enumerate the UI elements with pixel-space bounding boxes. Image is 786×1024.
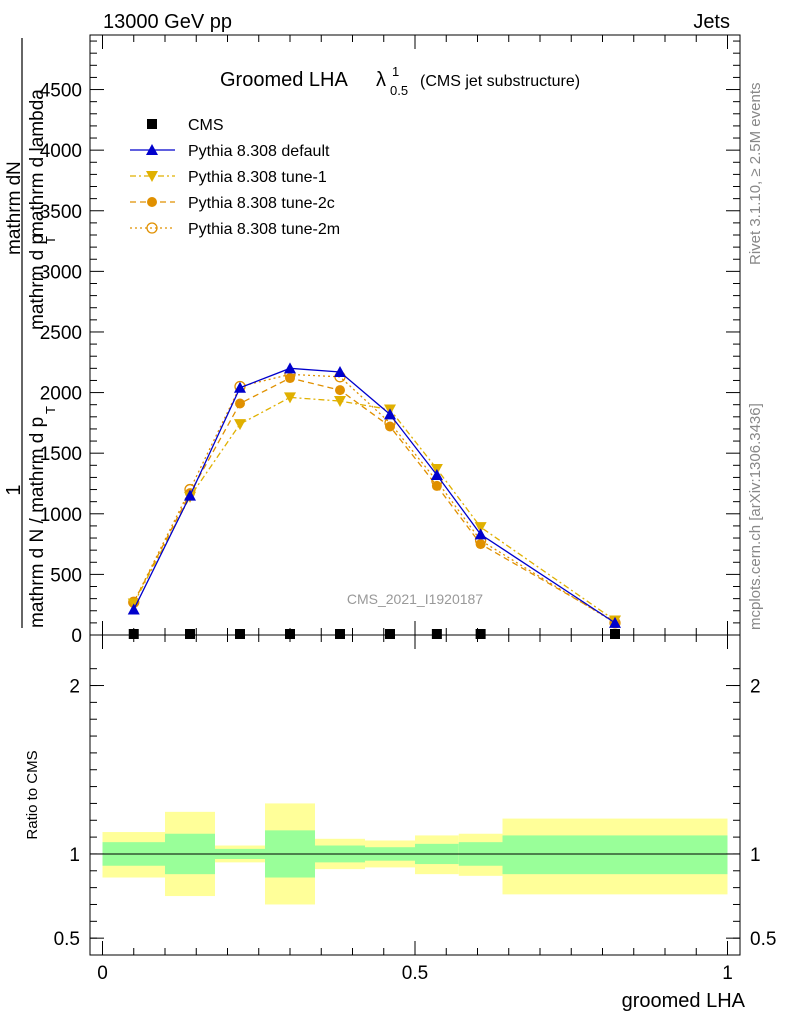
tune2c-marker: [235, 398, 245, 409]
y-label-denominator: mathrm d N / mathrm d p: [27, 417, 48, 628]
y-label-numerator-2b: N: [4, 161, 25, 175]
default-marker: [234, 381, 246, 393]
series-0: [128, 629, 620, 639]
cms-data-point: [431, 629, 442, 639]
cms-data-point: [185, 629, 195, 639]
series-line: [133, 396, 616, 621]
y-label-numerator-2: mathrm d: [4, 175, 25, 255]
cms-data-point: [475, 629, 486, 639]
cms-data-point: [335, 629, 345, 639]
chart-title-main: Groomed LHA: [220, 69, 348, 91]
y-label-one: 1: [3, 484, 25, 495]
y-label-denominator-2c: mathrm d lambda: [27, 89, 48, 237]
ratio-y-label: Ratio to CMS: [24, 750, 41, 839]
series-line: [133, 373, 616, 624]
title-main-text: Groomed LHA: [220, 69, 348, 91]
series-line: [133, 377, 616, 623]
main-y-axis: 0 500 1000 1500 2000 2500 3000 3500 4000 4500: [40, 40, 740, 647]
main-y-tick-label: 3000: [40, 262, 82, 283]
energy-label: 13000 GeV pp: [103, 11, 232, 33]
legend-label: CMS: [188, 117, 224, 134]
tune2c-marker: [475, 539, 486, 550]
main-y-tick-label: 1000: [40, 505, 82, 526]
main-y-tick-label: 3500: [40, 202, 82, 223]
watermark: CMS_2021_I1920187: [347, 591, 483, 607]
ratio-inner-band: [502, 835, 728, 875]
series-1: [127, 362, 621, 628]
default-marker: [384, 408, 396, 420]
chart-title-lambda: λ: [376, 69, 386, 91]
tune2c-marker: [335, 385, 345, 396]
tune1-marker: [146, 171, 158, 182]
main-series: [127, 362, 621, 639]
ratio-x-axis: 0 0.5 1: [97, 635, 733, 984]
legend-label: Pythia 8.308 default: [188, 143, 330, 160]
default-marker: [284, 362, 296, 374]
ratio-y-tick-label-right: 2: [750, 677, 761, 698]
legend-label: Pythia 8.308 tune-1: [188, 169, 327, 186]
ratio-panel: 0.5 0.51 12 2 0 0.5 1 Ratio to CMS groomed LH…: [24, 634, 776, 1012]
cms-data-point: [385, 629, 395, 639]
ratio-y-axis: 0.5 0.5 1 1 2 2: [54, 668, 776, 950]
default-marker: [430, 469, 443, 480]
process-label: Jets: [693, 11, 730, 33]
ratio-y-tick-label-right: 1: [750, 845, 761, 866]
main-y-tick-label: 2500: [40, 323, 82, 344]
legend-label: Pythia 8.308 tune-2c: [188, 195, 335, 212]
series-4: [128, 368, 621, 629]
cms-data-point: [128, 629, 139, 639]
tune1-marker: [284, 392, 296, 404]
chart-title-suffix: (CMS jet substructure): [420, 73, 580, 90]
series-3: [128, 373, 620, 627]
x-axis-label: groomed LHA: [622, 990, 746, 1012]
default-marker: [146, 144, 158, 155]
tune1-marker: [234, 419, 246, 431]
main-panel: 0 500 1000 1500 2000 2500 3000 3500 4000 4500 CMS…: [40, 34, 741, 647]
ratio-x-tick-label: 0: [97, 963, 108, 984]
cms-data-point: [235, 629, 245, 639]
ratio-bands: [102, 803, 728, 905]
ratio-frame: [89, 634, 741, 956]
tune2c-marker: [431, 480, 442, 491]
ratio-y-tick-label: 0.5: [54, 929, 80, 950]
tune1-marker: [474, 522, 487, 534]
tune2m-marker: [146, 222, 158, 234]
ratio-y-tick-label: 2: [69, 677, 80, 698]
rivet-label: Rivet 3.1.10, ≥ 2.5M events: [747, 83, 764, 266]
chart-title: Groomed LHA λ 1 0.5 (CMS jet substructur…: [220, 64, 580, 98]
default-marker: [474, 528, 487, 540]
main-y-tick-label: 500: [50, 565, 82, 586]
main-y-label: 1 mathrm d N / mathrm d p T mathrm d N m…: [3, 38, 58, 628]
chart-title-sub: 0.5: [390, 83, 408, 98]
tune2c-marker: [285, 373, 295, 384]
main-y-tick-label: 1500: [40, 444, 82, 465]
legend-label: Pythia 8.308 tune-2m: [188, 221, 340, 238]
cms-data-point: [285, 629, 295, 639]
default-marker: [127, 603, 140, 615]
chart-title-sup: 1: [392, 64, 399, 79]
default-marker: [609, 616, 621, 628]
ratio-y-tick-label-right: 0.5: [750, 929, 776, 950]
series-2: [127, 392, 621, 627]
main-y-tick-label: 4000: [40, 141, 82, 162]
main-y-tick-label: 2000: [40, 384, 82, 405]
default-marker: [184, 489, 196, 501]
cms-data-point: [610, 629, 620, 639]
y-label-denominator-2: mathrm d p: [27, 234, 48, 330]
legend: CMS Pythia 8.308 default Pythia 8.308 tune…: [130, 117, 340, 238]
tune2c-marker: [147, 197, 157, 207]
default-marker: [334, 365, 346, 377]
main-y-tick-label: 0: [71, 626, 82, 647]
tune2c-marker: [385, 421, 395, 432]
ratio-y-tick-label: 1: [69, 845, 80, 866]
mcplots-label: mcplots.cern.ch [arXiv:1306.3436]: [747, 403, 764, 630]
tune1-marker: [334, 396, 346, 408]
ratio-x-tick-label: 1: [722, 963, 733, 984]
y-label-denominator-2-sub: T: [43, 236, 58, 244]
cms-data-point: [147, 119, 157, 129]
y-label-denominator-sub: T: [43, 406, 58, 414]
main-y-tick-label: 4500: [40, 81, 82, 102]
ratio-x-tick-label: 0.5: [402, 963, 428, 984]
